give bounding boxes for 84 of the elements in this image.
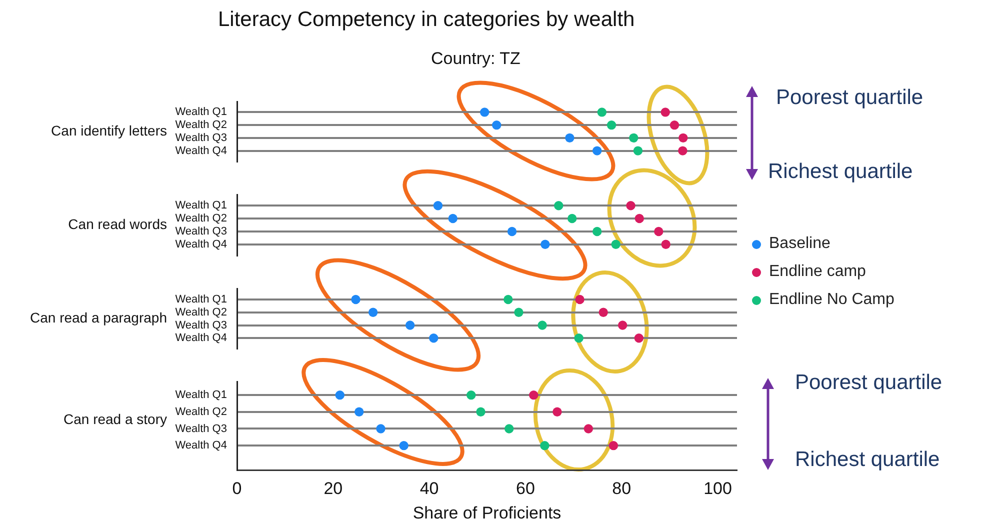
point — [540, 440, 550, 450]
point — [538, 320, 547, 330]
y-tick-label: Wealth Q4 — [175, 144, 227, 157]
point — [592, 226, 602, 236]
text: Poorest quartile — [776, 86, 924, 110]
y-tick-label: Wealth Q1 — [175, 389, 227, 402]
chart-title: Literacy Competency in categories by wealth — [218, 8, 635, 32]
y-tick-label: Wealth Q3 — [175, 132, 227, 144]
y-tick-label: Wealth Q3 — [175, 319, 227, 332]
point — [335, 390, 344, 400]
point — [633, 146, 643, 156]
point — [399, 440, 408, 450]
point — [608, 440, 618, 450]
point — [575, 294, 584, 304]
point — [584, 424, 594, 434]
point — [634, 214, 644, 224]
point — [405, 320, 415, 330]
point — [678, 146, 688, 156]
point — [629, 133, 638, 143]
point — [514, 308, 524, 317]
point — [670, 120, 680, 130]
point — [611, 240, 620, 250]
point — [597, 108, 607, 117]
x-tick-label: 60 — [516, 478, 535, 498]
x-tick-label: 0 — [232, 478, 242, 498]
legend-label: Baseline — [769, 235, 830, 253]
x-tick-label: 40 — [420, 478, 439, 498]
point — [466, 390, 476, 400]
point — [376, 424, 386, 434]
point — [351, 294, 360, 304]
y-tick-label: Wealth Q1 — [175, 106, 227, 118]
point — [476, 407, 486, 417]
y-tick-label: Wealth Q2 — [175, 212, 227, 225]
point — [429, 334, 438, 343]
point — [492, 120, 502, 130]
point — [661, 240, 670, 250]
point — [606, 120, 616, 130]
x-tick-label: 80 — [612, 478, 632, 498]
point — [354, 407, 364, 417]
y-tick-label: Wealth Q1 — [175, 294, 227, 306]
text: Richest quartile — [795, 448, 940, 472]
point — [529, 390, 538, 400]
x-tick-label: 100 — [704, 478, 732, 498]
text: Poorest quartile — [795, 371, 942, 395]
y-tick-label: Wealth Q2 — [175, 306, 227, 318]
y-tick-label: Wealth Q4 — [175, 332, 227, 344]
point — [433, 200, 443, 210]
point — [574, 334, 584, 343]
point — [368, 308, 378, 317]
y-tick-label: Wealth Q2 — [175, 119, 227, 132]
point — [592, 146, 602, 156]
x-axis-title: Share of Proficients — [412, 503, 562, 522]
point — [504, 294, 513, 304]
legend-label: Endline No Camp — [769, 291, 894, 309]
point — [598, 308, 608, 317]
point — [540, 240, 550, 250]
y-tick-label: Wealth Q1 — [175, 200, 227, 212]
point — [567, 214, 577, 224]
y-tick-label: Wealth Q4 — [175, 440, 227, 452]
point — [504, 424, 514, 434]
text: Richest quartile — [768, 160, 913, 184]
y-tick-label: Wealth Q4 — [175, 238, 227, 250]
point — [507, 226, 517, 236]
y-axis-title: Can read words — [68, 216, 167, 232]
y-tick-label: Wealth Q2 — [175, 406, 227, 418]
point — [678, 133, 688, 143]
point — [660, 108, 670, 117]
point — [480, 108, 490, 117]
y-axis-title: Can read a paragraph — [30, 310, 167, 326]
y-axis-title: Can identify letters — [51, 122, 167, 138]
point — [626, 200, 636, 210]
point — [634, 334, 644, 343]
x-tick-label: 20 — [324, 478, 343, 498]
point — [554, 200, 564, 210]
chart-subtitle: Country: TZ — [431, 49, 520, 69]
point — [654, 226, 664, 236]
point — [618, 320, 628, 330]
point — [552, 407, 562, 417]
legend-label: Endline camp — [769, 263, 866, 281]
point — [565, 133, 574, 143]
y-tick-label: Wealth Q3 — [175, 422, 227, 435]
point — [448, 214, 458, 224]
y-tick-label: Wealth Q3 — [175, 226, 227, 238]
y-axis-title: Can read a story — [64, 411, 167, 428]
